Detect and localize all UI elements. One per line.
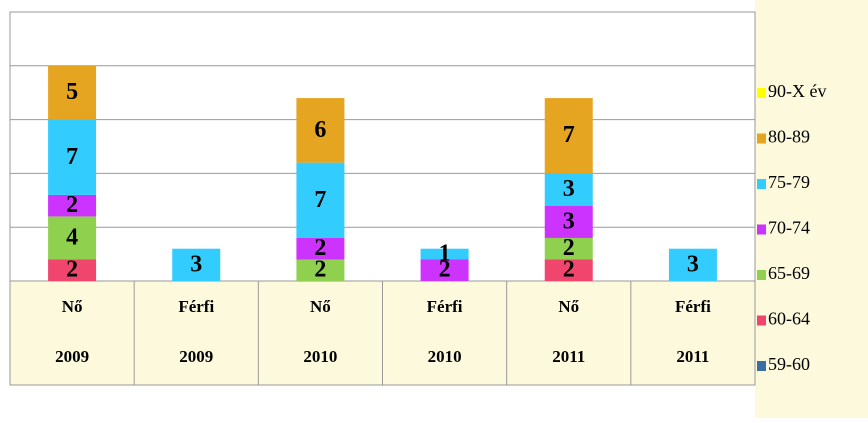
x-tick-label: 2010: [303, 347, 337, 366]
bar-segment: [420, 259, 469, 281]
legend-label: 75-79: [768, 172, 810, 192]
x-tick-label: 2010: [428, 347, 462, 366]
data-label: 7: [314, 187, 326, 213]
data-label: 2: [314, 235, 326, 261]
bar-segment: [48, 194, 97, 217]
legend-swatch: [757, 133, 766, 144]
x-tick-label: Férfi: [427, 297, 463, 316]
legend-background: [755, 0, 868, 418]
bar-segment: [48, 65, 97, 120]
data-label: 5: [66, 79, 78, 105]
bar-segment: [48, 216, 97, 260]
bar-segment: [544, 259, 593, 281]
legend-label: 60-64: [768, 309, 810, 329]
x-tick-label: 2011: [676, 347, 709, 366]
data-label: 3: [687, 251, 699, 277]
bar-segment: [544, 237, 593, 260]
bar-segment: [544, 205, 593, 238]
x-tick-label: Férfi: [178, 297, 214, 316]
bar-segment: [48, 259, 97, 281]
bar-segment: [296, 98, 345, 163]
data-label: 6: [314, 117, 326, 143]
bar-segment: [668, 248, 717, 281]
data-label: 4: [66, 224, 78, 250]
legend-swatch: [757, 315, 766, 326]
data-label: 2: [563, 257, 575, 283]
data-label: 3: [563, 208, 575, 234]
bar-segment: [296, 237, 345, 260]
legend-swatch: [757, 224, 766, 235]
bar-segment: [48, 119, 97, 195]
data-label: 2: [314, 257, 326, 283]
legend-swatch: [757, 179, 766, 189]
bar-segment: [296, 162, 345, 238]
data-label: 3: [190, 251, 202, 277]
legend-label: 59-60: [768, 354, 810, 374]
x-tick-label: Nő: [558, 297, 579, 316]
data-label: 1: [439, 241, 451, 267]
x-tick-label: 2009: [179, 347, 213, 366]
legend-label: 70-74: [768, 218, 810, 238]
bar-segment: [544, 173, 593, 206]
x-tick-label: Nő: [310, 297, 331, 316]
x-tick-label: 2009: [55, 347, 89, 366]
legend-label: 65-69: [768, 263, 810, 283]
legend-swatch: [757, 270, 766, 280]
x-tick-label: Férfi: [675, 297, 711, 316]
bar-segment: [172, 248, 221, 281]
bar-segment: [420, 248, 469, 260]
x-tick-label: 2011: [552, 347, 585, 366]
x-tick-label: Nő: [62, 297, 83, 316]
data-label: 2: [563, 235, 575, 261]
data-label: 7: [563, 122, 575, 148]
bar-segment: [544, 98, 593, 174]
legend-swatch: [757, 361, 766, 371]
data-label: 2: [439, 257, 451, 283]
data-label: 2: [66, 192, 78, 218]
legend-label: 90-X év: [768, 81, 826, 101]
data-label: 7: [66, 144, 78, 170]
data-label: 3: [563, 176, 575, 202]
bar-segment: [296, 259, 345, 281]
legend-swatch: [757, 88, 766, 98]
data-label: 2: [66, 257, 78, 283]
legend-label: 80-89: [768, 127, 810, 147]
